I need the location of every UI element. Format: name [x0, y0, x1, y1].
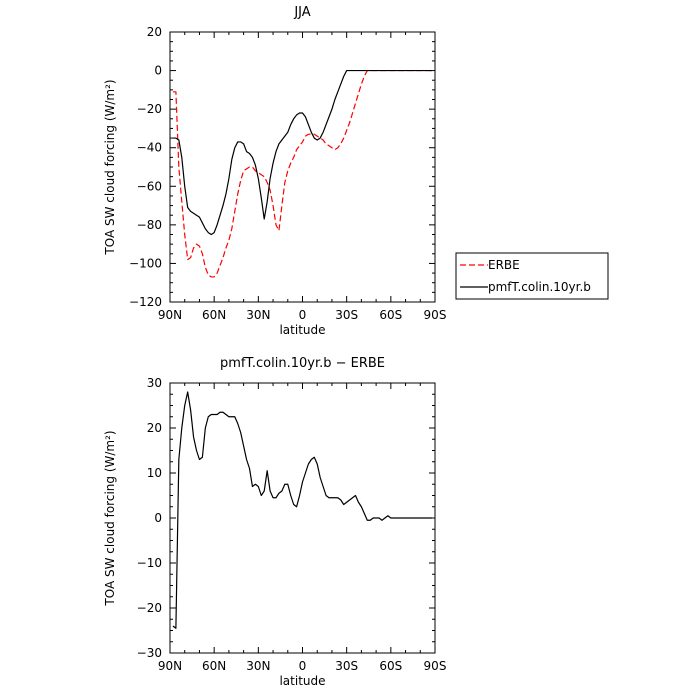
- x-tick-label: 90N: [158, 308, 182, 322]
- plot-frame: [169, 31, 436, 303]
- series-line-pmft-colin-10yr-b: [172, 69, 433, 236]
- series-line-0: [172, 391, 433, 629]
- x-tick-label: 30N: [246, 308, 270, 322]
- y-tick-label: 0: [154, 64, 162, 78]
- x-tick-label: 60S: [379, 659, 402, 673]
- x-tick-label: 30S: [335, 659, 358, 673]
- chart-title: JJA: [293, 5, 310, 20]
- y-axis-label: TOA SW cloud forcing (W/m²): [103, 79, 117, 255]
- x-tick-label: 60N: [202, 659, 226, 673]
- y-tick-label: −80: [137, 218, 162, 232]
- y-axis-label: TOA SW cloud forcing (W/m²): [103, 430, 117, 606]
- y-tick-label: −60: [137, 179, 162, 193]
- y-tick-label: 30: [147, 376, 162, 390]
- y-tick-label: −20: [137, 601, 162, 615]
- y-tick-label: −100: [129, 256, 162, 270]
- x-tick-label: 0: [299, 308, 307, 322]
- x-tick-label: 90S: [424, 308, 447, 322]
- x-tick-label: 90S: [424, 659, 447, 673]
- y-tick-label: −20: [137, 102, 162, 116]
- x-axis-label: latitude: [279, 323, 325, 337]
- y-tick-label: −30: [137, 646, 162, 660]
- legend-box: [455, 252, 609, 300]
- x-axis-label: latitude: [279, 674, 325, 688]
- x-tick-label: 0: [299, 659, 307, 673]
- series-line-erbe: [172, 69, 433, 278]
- chart-title: pmfT.colin.10yr.b − ERBE: [220, 356, 385, 371]
- x-tick-label: 30S: [335, 308, 358, 322]
- x-tick-label: 60S: [379, 308, 402, 322]
- y-tick-label: 0: [154, 511, 162, 525]
- difference-chart: pmfT.colin.10yr.b − ERBE 90N 60N 30N 0 30S 60S…: [103, 356, 446, 688]
- top-chart: JJA 90N 60N 30N 0 30S 60S 90S latitude 20 0 −20 −40 −…: [103, 5, 609, 337]
- y-tick-label: 20: [147, 25, 162, 39]
- legend: ERBE pmfT.colin.10yr.b: [455, 252, 609, 300]
- y-tick-label: −120: [129, 295, 162, 309]
- y-tick-label: −10: [137, 556, 162, 570]
- x-tick-label: 30N: [246, 659, 270, 673]
- legend-entry: ERBE: [488, 258, 520, 272]
- x-tick-label: 90N: [158, 659, 182, 673]
- y-tick-label: −40: [137, 141, 162, 155]
- y-tick-label: 10: [147, 466, 162, 480]
- y-tick-label: 20: [147, 421, 162, 435]
- legend-entry: pmfT.colin.10yr.b: [488, 280, 591, 294]
- x-tick-label: 60N: [202, 308, 226, 322]
